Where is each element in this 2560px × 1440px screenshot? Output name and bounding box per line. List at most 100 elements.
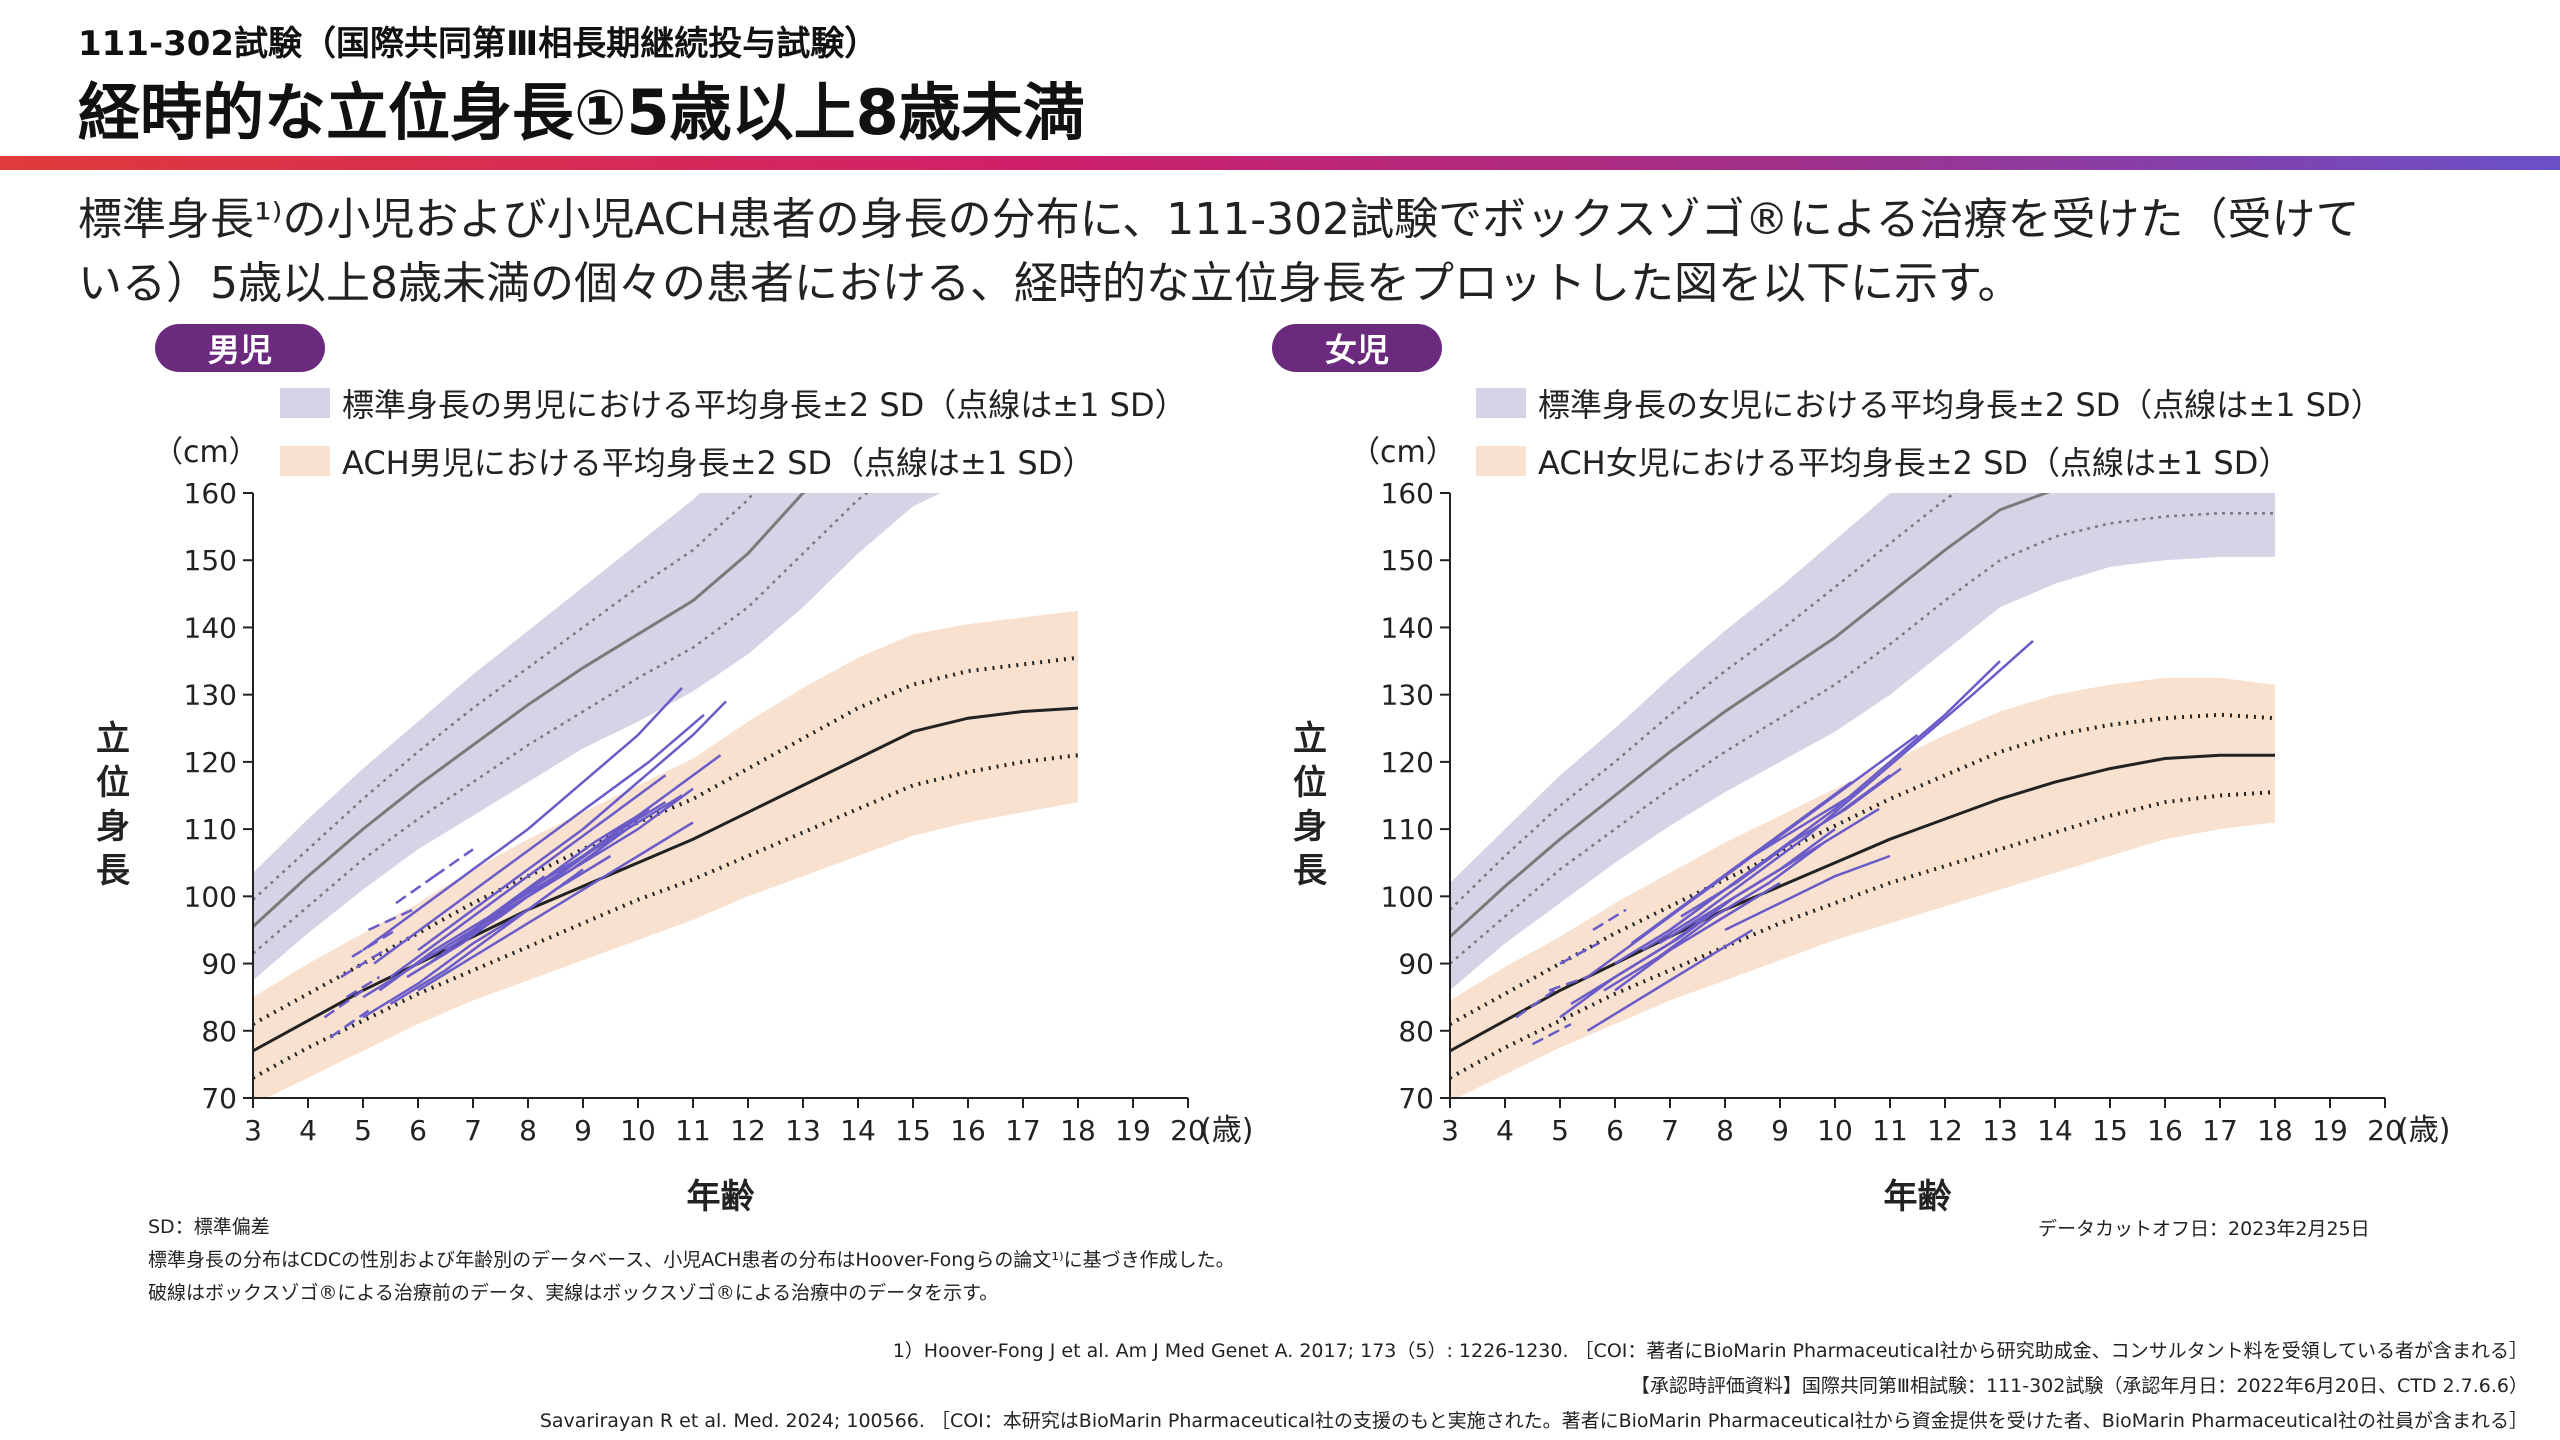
x-tick-label: 18 bbox=[2257, 1114, 2293, 1147]
patient-pretreatment-line bbox=[1559, 942, 1600, 965]
reference-1: 1）Hoover-Fong J et al. Am J Med Genet A.… bbox=[892, 1340, 2528, 1362]
patient-treatment-line bbox=[373, 713, 705, 965]
ach-2sd-band bbox=[1450, 677, 2275, 1098]
title-divider bbox=[0, 156, 2560, 170]
y-tick-label: 110 bbox=[1381, 813, 1434, 846]
y-axis-title-char: 身 bbox=[96, 807, 130, 847]
legend-label: 標準身長の女児における平均身長±2 SD（点線は±1 SD） bbox=[1538, 386, 2383, 424]
patient-pretreatment-line bbox=[367, 908, 414, 932]
x-tick-label: 13 bbox=[1982, 1114, 2018, 1147]
panel-label-girls: 女児 bbox=[1272, 324, 1442, 372]
intro-line-1: 標準身長¹⁾の小児および小児ACH患者の身長の分布に、111-302試験でボック… bbox=[78, 194, 2360, 245]
reference-2: 【承認時評価資料】国際共同第Ⅲ相試験：111-302試験（承認年月日：2022年… bbox=[1630, 1375, 2528, 1397]
y-tick-label: 100 bbox=[1381, 880, 1434, 913]
legend-item-boys-ach: ACH男児における平均身長±2 SD（点線は±1 SD） bbox=[280, 438, 1187, 484]
x-tick-label: 15 bbox=[2092, 1114, 2128, 1147]
patient-pretreatment-line bbox=[395, 875, 436, 905]
y-tick-label: 120 bbox=[1381, 746, 1434, 779]
references: 1）Hoover-Fong J et al. Am J Med Genet A.… bbox=[540, 1336, 2528, 1433]
y-axis-title-char: 位 bbox=[1293, 763, 1327, 803]
patient-pretreatment-line bbox=[433, 848, 474, 878]
y-axis-title-char: 立 bbox=[1293, 719, 1327, 759]
y-axis-title-char: 長 bbox=[1293, 851, 1328, 891]
x-tick-label: 7 bbox=[1661, 1114, 1679, 1147]
y-axis-title-char: 長 bbox=[96, 851, 131, 891]
y-tick-label: 120 bbox=[184, 746, 237, 779]
legend-label: 標準身長の男児における平均身長±2 SD（点線は±1 SD） bbox=[342, 386, 1187, 424]
x-tick-label: 13 bbox=[785, 1114, 821, 1147]
patient-treatment-line bbox=[1696, 787, 1864, 898]
patient-treatment-line bbox=[1658, 841, 1825, 945]
footnotes: SD：標準偏差 標準身長の分布はCDCの性別および年齢別のデータベース、小児AC… bbox=[148, 1212, 1235, 1305]
y-tick-label: 80 bbox=[1398, 1015, 1434, 1048]
legend-swatch-standard bbox=[280, 388, 330, 418]
y-tick-label: 70 bbox=[201, 1082, 237, 1115]
y-axis-title-char: 位 bbox=[96, 763, 130, 803]
slide-subtitle: 111-302試験（国際共同第Ⅲ相長期継続投与試験） bbox=[78, 24, 879, 64]
patient-pretreatment-line bbox=[340, 949, 386, 979]
x-tick-label: 18 bbox=[1060, 1114, 1096, 1147]
patient-treatment-line bbox=[417, 821, 694, 992]
patient-pretreatment-line bbox=[323, 989, 364, 1019]
y-tick-label: 150 bbox=[184, 544, 237, 577]
x-tick-label: 12 bbox=[730, 1114, 766, 1147]
y-tick-label: 90 bbox=[201, 948, 237, 981]
patient-treatment-line bbox=[499, 801, 667, 911]
y-tick-label: 130 bbox=[184, 679, 237, 712]
x-tick-label: 11 bbox=[675, 1114, 711, 1147]
x-tick-label: 6 bbox=[409, 1114, 427, 1147]
x-tick-label: 15 bbox=[895, 1114, 931, 1147]
x-tick-label: 3 bbox=[244, 1114, 262, 1147]
x-tick-label: 20 bbox=[2367, 1114, 2403, 1147]
x-tick-label: 6 bbox=[1606, 1114, 1624, 1147]
patient-pretreatment-line bbox=[1515, 989, 1556, 1019]
plot-area bbox=[1450, 493, 2276, 1098]
note-sd: SD：標準偏差 bbox=[148, 1216, 270, 1238]
legend-item-girls-standard: 標準身長の女児における平均身長±2 SD（点線は±1 SD） bbox=[1476, 380, 2383, 426]
standard-median-line bbox=[253, 493, 806, 928]
standard-median-line bbox=[1450, 493, 2051, 938]
patient-treatment-line bbox=[1614, 881, 1781, 992]
y-axis-unit: （cm） bbox=[1350, 435, 1456, 470]
patient-treatment-line bbox=[362, 687, 683, 952]
ach-2sd-band bbox=[253, 610, 1078, 1098]
x-tick-label: 9 bbox=[574, 1114, 592, 1147]
x-axis-title: 年齢 bbox=[687, 1177, 755, 1217]
slide-title: 経時的な立位身長①5歳以上8歳未満 bbox=[78, 76, 1085, 149]
note-distribution: 標準身長の分布はCDCの性別および年齢別のデータベース、小児ACH患者の分布はH… bbox=[148, 1249, 1235, 1271]
panel-label-boys: 男児 bbox=[155, 324, 325, 372]
patient-treatment-line bbox=[1724, 854, 1891, 932]
x-tick-label: 5 bbox=[1551, 1114, 1569, 1147]
patient-treatment-line bbox=[483, 807, 650, 925]
x-tick-label: 12 bbox=[1927, 1114, 1963, 1147]
y-tick-label: 160 bbox=[184, 477, 237, 510]
y-tick-label: 160 bbox=[1381, 477, 1434, 510]
standard-1sd-upper-line bbox=[253, 493, 756, 901]
intro-text: 標準身長¹⁾の小児および小児ACH患者の身長の分布に、111-302試験でボック… bbox=[78, 188, 2498, 316]
standard-1sd-upper-line bbox=[1450, 493, 1958, 911]
x-tick-label: 9 bbox=[1771, 1114, 1789, 1147]
legend-boys: 標準身長の男児における平均身長±2 SD（点線は±1 SD） ACH男児における… bbox=[280, 380, 1187, 484]
y-tick-label: 90 bbox=[1398, 948, 1434, 981]
legend-swatch-ach bbox=[1476, 446, 1526, 476]
patient-treatment-line bbox=[389, 854, 612, 1005]
x-tick-label: 19 bbox=[1115, 1114, 1151, 1147]
standard-2sd-band bbox=[253, 493, 941, 981]
x-tick-label: 19 bbox=[2312, 1114, 2348, 1147]
y-tick-label: 140 bbox=[1381, 611, 1434, 644]
legend-item-girls-ach: ACH女児における平均身長±2 SD（点線は±1 SD） bbox=[1476, 438, 2383, 484]
patient-pretreatment-line bbox=[345, 975, 381, 999]
patient-treatment-line bbox=[1603, 807, 1880, 992]
patient-pretreatment-line bbox=[1592, 908, 1627, 931]
reference-3: Savarirayan R et al. Med. 2024; 100566. … bbox=[539, 1410, 2528, 1432]
x-tick-label: 8 bbox=[1716, 1114, 1734, 1147]
x-tick-label: 10 bbox=[620, 1114, 656, 1147]
legend-swatch-ach bbox=[280, 446, 330, 476]
x-axis-title: 年齢 bbox=[1884, 1177, 1952, 1217]
note-lines: 破線はボックスゾゴ®による治療前のデータ、実線はボックスゾゴ®による治療中のデー… bbox=[148, 1282, 999, 1304]
x-tick-label: 16 bbox=[2147, 1114, 2183, 1147]
ach-1sd-upper-line bbox=[253, 655, 1079, 1026]
patient-treatment-line bbox=[1586, 928, 1754, 1032]
y-tick-label: 130 bbox=[1381, 679, 1434, 712]
